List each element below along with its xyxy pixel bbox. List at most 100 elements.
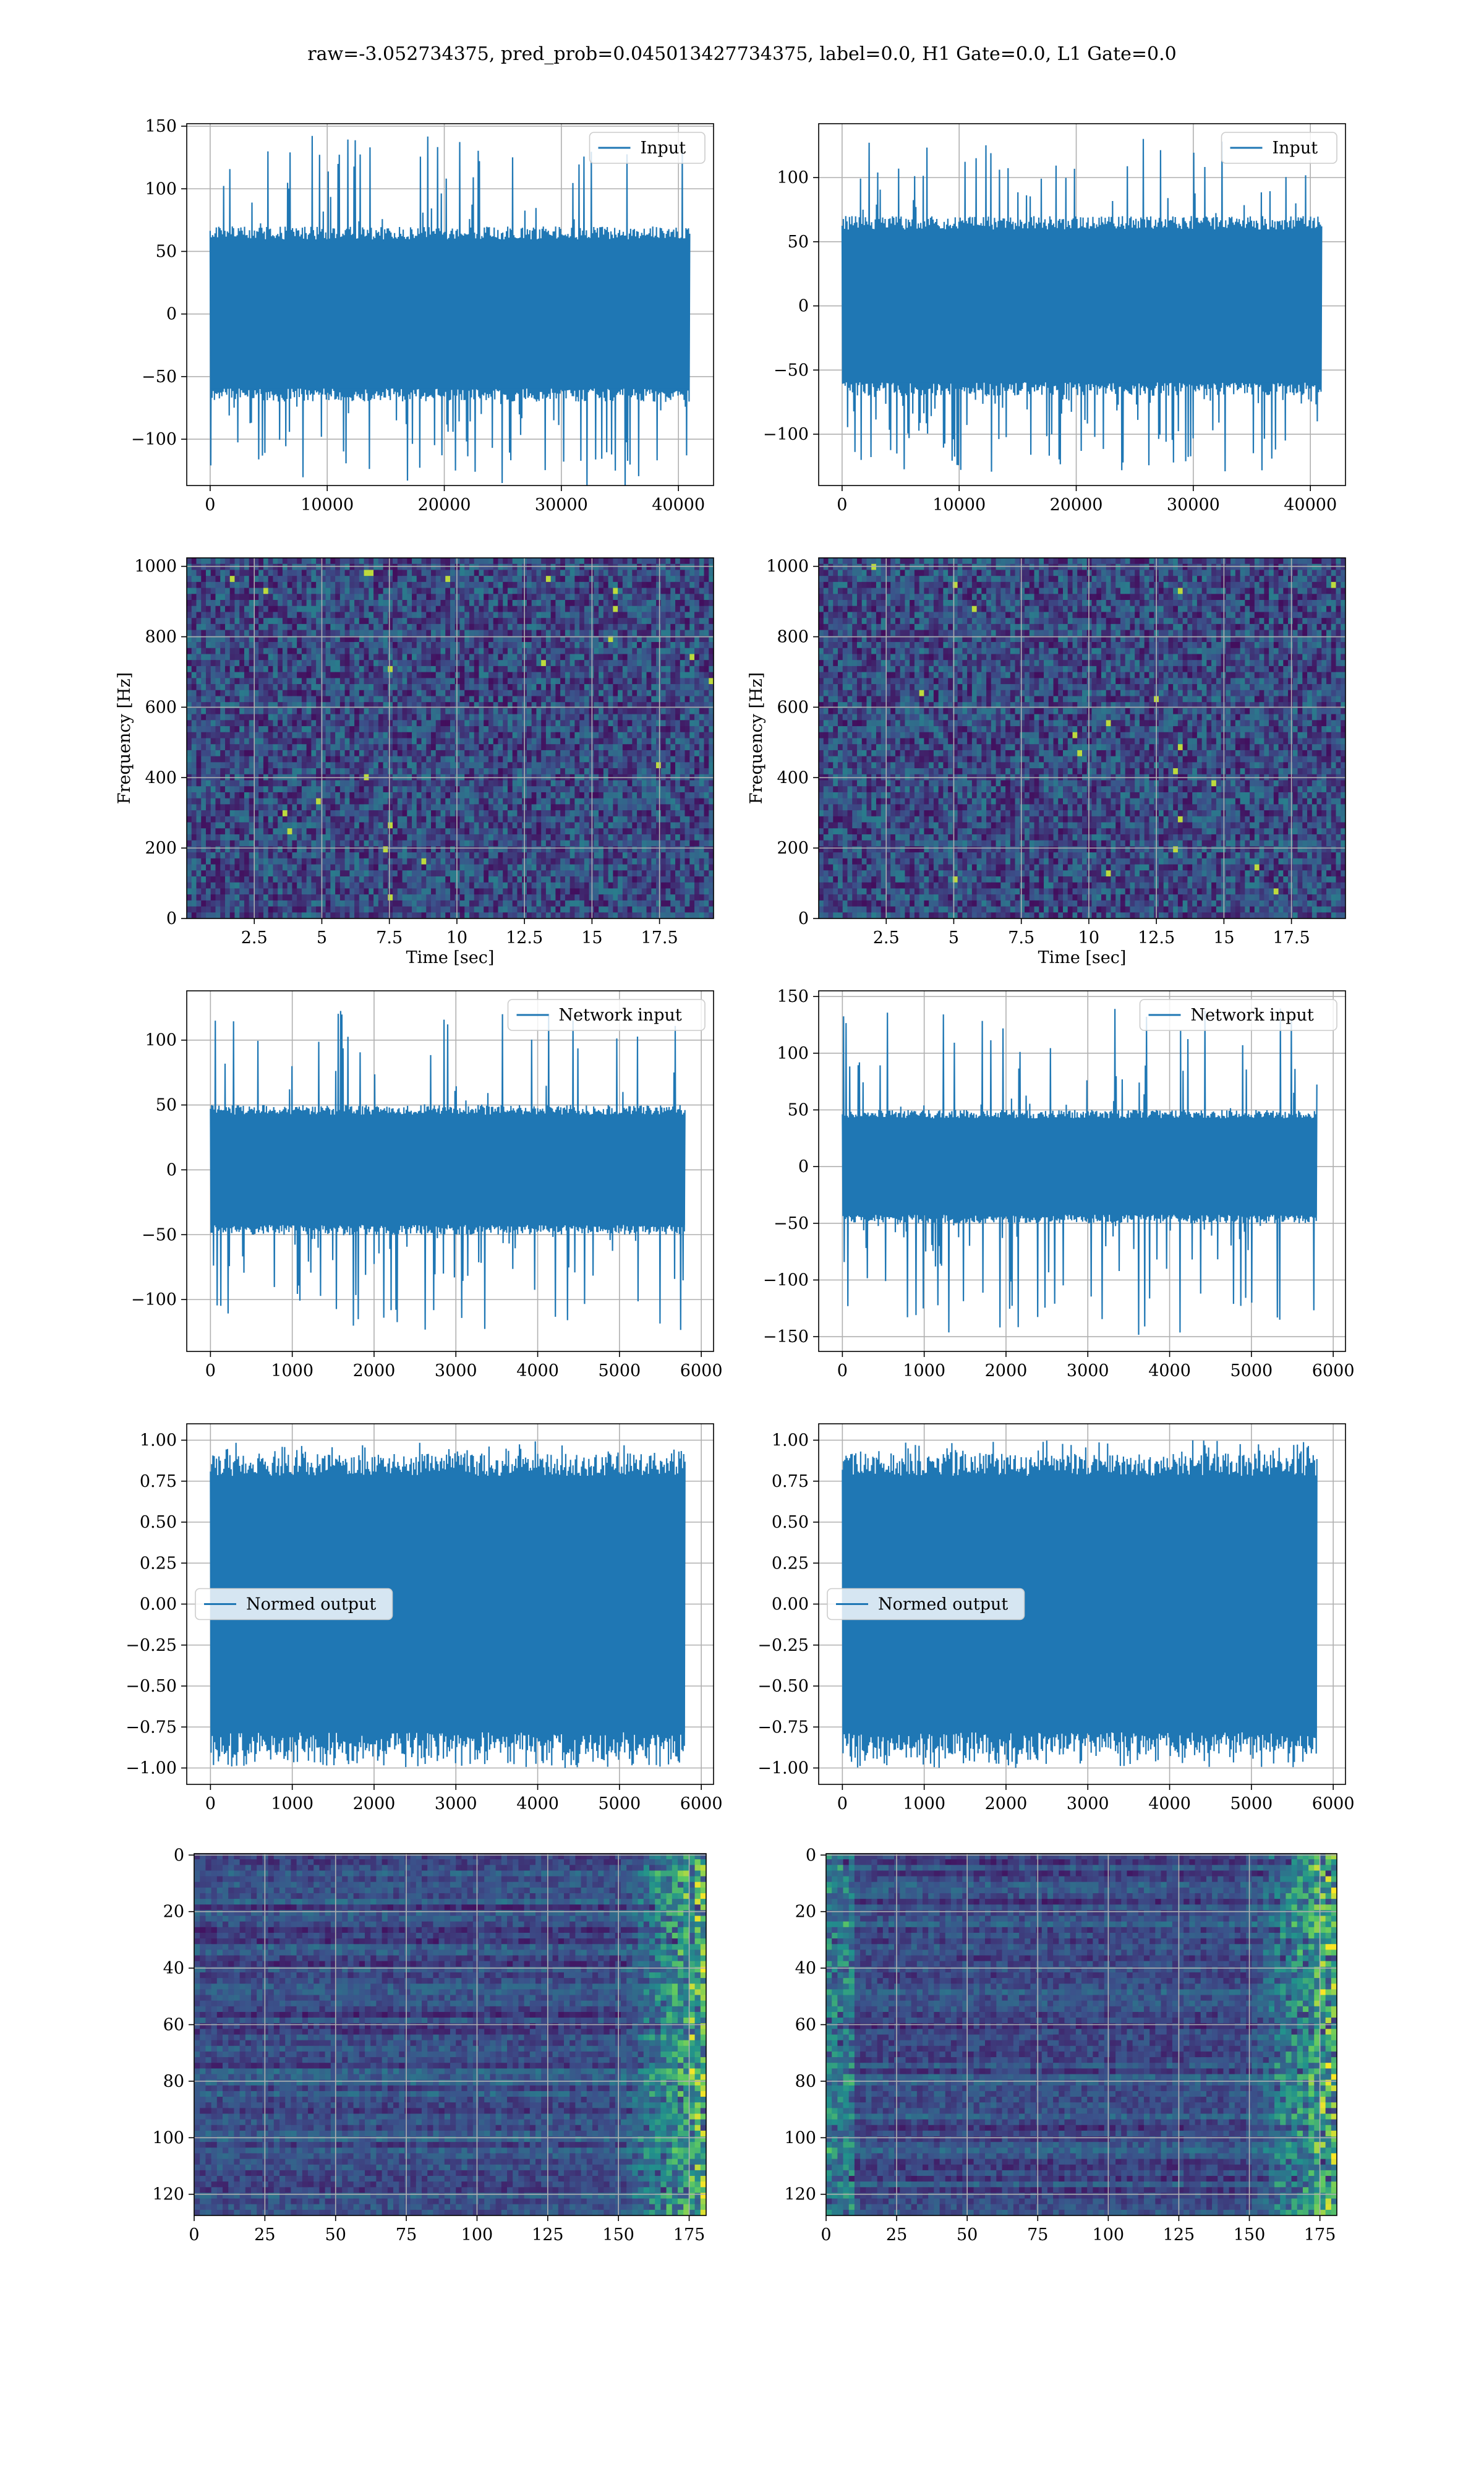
- network-input-left-x-tick-label: 6000: [680, 1361, 723, 1380]
- network-input-right-y-tick-label: 0: [798, 1157, 809, 1176]
- spectrogram-left-y-axis-label: Frequency [Hz]: [115, 672, 134, 804]
- normed-output-right-legend-label: Normed output: [878, 1595, 1008, 1614]
- network-input-right-x-tick-label: 1000: [903, 1361, 945, 1380]
- network-input-right-x-tick-label: 2000: [985, 1361, 1028, 1380]
- input-right-x-tick-label: 20000: [1050, 495, 1103, 515]
- spectrogram-left-x-tick-label: 12.5: [506, 928, 543, 948]
- spectrogram-right-y-tick-label: 800: [777, 628, 809, 647]
- normed-output-left-x-tick-label: 6000: [680, 1794, 723, 1813]
- input-right-chart: 0 10000 20000 30000 40000 −100 −50 0 50 100 Input: [763, 123, 1346, 515]
- feature-map-right-y-tick-label: 0: [806, 1846, 816, 1865]
- network-input-right-chart: 0 1000 2000 3000 4000 5000 6000 −150 −100 −50 0 50 1…: [763, 987, 1355, 1380]
- input-left-y-tick-label: −100: [131, 430, 177, 449]
- input-right-y-tick-label: 50: [788, 233, 809, 252]
- input-left-legend-label: Input: [641, 139, 686, 158]
- normed-output-right-y-tick-label: 0.25: [772, 1554, 809, 1573]
- input-left-y-tick-label: 50: [156, 242, 177, 261]
- normed-output-left-y-tick-label: −0.75: [126, 1718, 177, 1737]
- normed-output-right-y-tick-label: 1.00: [772, 1431, 809, 1450]
- network-input-left-x-tick-label: 5000: [598, 1361, 641, 1380]
- spectrogram-left-y-tick-label: 600: [145, 698, 177, 717]
- input-left-y-tick-label: 150: [145, 117, 177, 136]
- feature-map-right-x-tick-label: 150: [1234, 2225, 1266, 2245]
- feature-map-right-y-tick-label: 120: [784, 2185, 816, 2204]
- normed-output-left-chart: 0 1000 2000 3000 4000 5000 6000 −1.00 −0.75 −0.50…: [126, 1423, 723, 1813]
- network-input-right-axes-frame: [818, 990, 1346, 1352]
- input-right-y-tick-label: 100: [777, 168, 809, 187]
- feature-map-left-x-tick-label: 0: [189, 2225, 199, 2245]
- network-input-right-x-tick-label: 3000: [1067, 1361, 1109, 1380]
- input-right-y-tick-label: 0: [798, 297, 809, 316]
- normed-output-left-y-tick-label: −0.50: [126, 1677, 177, 1696]
- spectrogram-right-chart: 2.5 5 7.5 10 12.5 15 17.5 0 200 400 600 800 1000 Time…: [747, 557, 1346, 967]
- normed-output-right-y-tick-label: 0.75: [772, 1472, 809, 1491]
- network-input-left-y-tick-label: −100: [131, 1290, 177, 1309]
- feature-map-right-heatmap-cells: [826, 1854, 1337, 2215]
- network-input-right-legend: Network input: [1139, 999, 1337, 1031]
- input-left-signal-band: [210, 239, 690, 389]
- network-input-right-line-series: [842, 1008, 1318, 1335]
- network-input-left-x-tick-label: 2000: [353, 1361, 396, 1380]
- feature-map-right-chart: 0 25 50 75 100 125 150 175 0 20 40 60 80 100 120: [784, 1846, 1337, 2245]
- normed-output-left-x-tick-label: 4000: [516, 1794, 559, 1813]
- normed-output-left-x-tick-label: 2000: [353, 1794, 396, 1813]
- input-left-chart: 0 10000 20000 30000 40000 −100 −50 0 50 100 150 Inp…: [131, 117, 714, 515]
- input-right-x-tick-label: 40000: [1284, 495, 1337, 515]
- spectrogram-right-y-tick-label: 0: [798, 909, 809, 928]
- feature-map-right-x-tick-label: 0: [821, 2225, 831, 2245]
- feature-map-right-y-tick-label: 40: [795, 1959, 816, 1978]
- normed-output-right-x-tick-label: 0: [837, 1794, 848, 1813]
- normed-output-right-y-tick-label: −0.50: [757, 1677, 809, 1696]
- normed-output-left-x-tick-label: 3000: [435, 1794, 477, 1813]
- network-input-right-y-tick-label: 150: [777, 987, 809, 1006]
- network-input-left-axes-frame: [186, 990, 714, 1352]
- normed-output-right-y-tick-label: −1.00: [757, 1759, 809, 1778]
- normed-output-right-legend: Normed output: [827, 1588, 1025, 1620]
- normed-output-right-x-tick-label: 6000: [1312, 1794, 1355, 1813]
- network-input-right-y-tick-label: −150: [763, 1327, 809, 1346]
- spectrogram-right-x-tick-label: 10: [1078, 928, 1099, 948]
- spectrogram-left-y-tick-label: 1000: [134, 557, 177, 576]
- normed-output-right-y-tick-label: 0.50: [772, 1513, 809, 1532]
- normed-output-left-x-tick-label: 5000: [598, 1794, 641, 1813]
- feature-map-left-y-tick-label: 120: [152, 2185, 184, 2204]
- spectrogram-right-y-axis-label: Frequency [Hz]: [747, 672, 766, 804]
- spectrogram-left-x-tick-label: 17.5: [641, 928, 678, 948]
- input-left-y-tick-label: 100: [145, 179, 177, 199]
- network-input-right-y-tick-label: 100: [777, 1044, 809, 1063]
- normed-output-right-x-tick-label: 2000: [985, 1794, 1028, 1813]
- network-input-right-x-tick-label: 6000: [1312, 1361, 1355, 1380]
- network-input-left-y-tick-label: 100: [145, 1031, 177, 1050]
- spectrogram-right-y-tick-label: 200: [777, 839, 809, 858]
- normed-output-left-line-series: [210, 1441, 686, 1768]
- spectrogram-right-x-tick-label: 5: [949, 928, 959, 948]
- network-input-right-x-tick-label: 4000: [1148, 1361, 1191, 1380]
- normed-output-left-y-tick-label: −1.00: [126, 1759, 177, 1778]
- network-input-right-legend-label: Network input: [1191, 1006, 1314, 1025]
- input-right-signal-band: [842, 229, 1322, 383]
- spectrogram-left-heatmap-cells: [187, 558, 714, 918]
- spectrogram-right-x-tick-label: 15: [1213, 928, 1234, 948]
- network-input-left-x-tick-label: 4000: [516, 1361, 559, 1380]
- spectrogram-left-y-tick-label: 400: [145, 768, 177, 787]
- network-input-left-y-tick-label: 50: [156, 1096, 177, 1115]
- spectrogram-right-x-tick-label: 2.5: [873, 928, 900, 948]
- feature-map-left-chart: 0 25 50 75 100 125 150 175 0 20 40 60 80 100 120: [152, 1846, 707, 2245]
- feature-map-right-x-tick-label: 75: [1027, 2225, 1048, 2245]
- input-right-x-tick-label: 30000: [1167, 495, 1220, 515]
- network-input-left-y-tick-label: 0: [166, 1160, 177, 1179]
- normed-output-left-y-tick-label: 0.50: [140, 1513, 177, 1532]
- network-input-left-y-tick-label: −50: [142, 1225, 177, 1244]
- network-input-left-legend: Network input: [507, 999, 706, 1031]
- feature-map-left-x-tick-label: 25: [254, 2225, 275, 2245]
- normed-output-right-line-series: [842, 1440, 1318, 1768]
- spectrogram-left-x-tick-label: 15: [581, 928, 602, 948]
- feature-map-left-x-tick-label: 100: [461, 2225, 493, 2245]
- spectrogram-left-x-tick-label: 5: [317, 928, 327, 948]
- network-input-right-signal-band: [842, 1118, 1317, 1215]
- input-left-legend: Input: [589, 132, 706, 164]
- feature-map-right-x-tick-label: 125: [1163, 2225, 1195, 2245]
- input-left-x-tick-label: 40000: [652, 495, 705, 515]
- spectrogram-right-y-tick-label: 1000: [766, 557, 809, 576]
- spectrogram-left-x-tick-label: 2.5: [241, 928, 268, 948]
